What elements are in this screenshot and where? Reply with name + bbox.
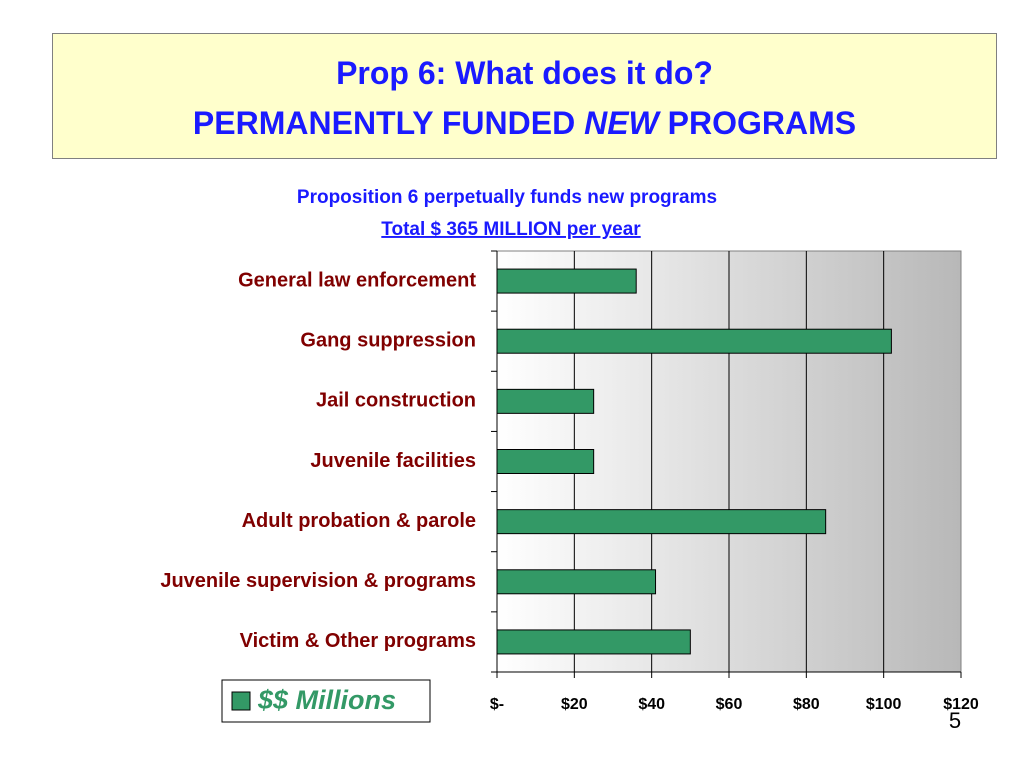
y-tick-label: Victim & Other programs	[240, 630, 476, 652]
bar	[496, 509, 827, 535]
y-tick-label: Adult probation & parole	[242, 510, 476, 532]
x-tick-label: $80	[793, 696, 820, 713]
title-line: Prop 6: What does it do?	[336, 55, 713, 91]
legend-label: $$ Millions	[257, 685, 396, 715]
x-tick-label: $-	[490, 696, 504, 713]
y-tick-label: Juvenile facilities	[310, 450, 476, 472]
y-tick-label: Gang suppression	[300, 329, 476, 351]
bar	[496, 268, 637, 294]
chart-subtitle: Total $ 365 MILLION per year	[381, 219, 641, 240]
y-tick-label: Jail construction	[316, 390, 476, 412]
title-part: PERMANENTLY FUNDED	[192, 105, 576, 141]
bar	[496, 388, 595, 414]
bar	[496, 328, 892, 354]
y-tick-label: General law enforcement	[238, 269, 476, 291]
x-tick-label: $40	[638, 696, 665, 713]
x-tick-label: $60	[716, 696, 743, 713]
bar	[496, 629, 691, 655]
legend-swatch	[231, 691, 251, 711]
title-part: NEW	[584, 105, 659, 141]
bar	[496, 449, 595, 474]
legend-box	[221, 679, 431, 723]
bar	[496, 569, 657, 595]
chart-title: Proposition 6 perpetually funds new prog…	[297, 187, 717, 208]
slide-header: Prop 6: What does it do? PERMANENTLY FUN…	[52, 33, 997, 159]
y-tick-label: Juvenile supervision & programs	[160, 570, 476, 592]
x-tick-label: $20	[561, 696, 588, 713]
title-part: PROGRAMS	[667, 105, 857, 141]
page-number: 5	[949, 708, 961, 733]
x-tick-label: $100	[866, 696, 902, 713]
x-tick-label: $120	[943, 696, 979, 713]
title-line: PERMANENTLY FUNDED NEW PROGRAMS	[53, 98, 996, 148]
